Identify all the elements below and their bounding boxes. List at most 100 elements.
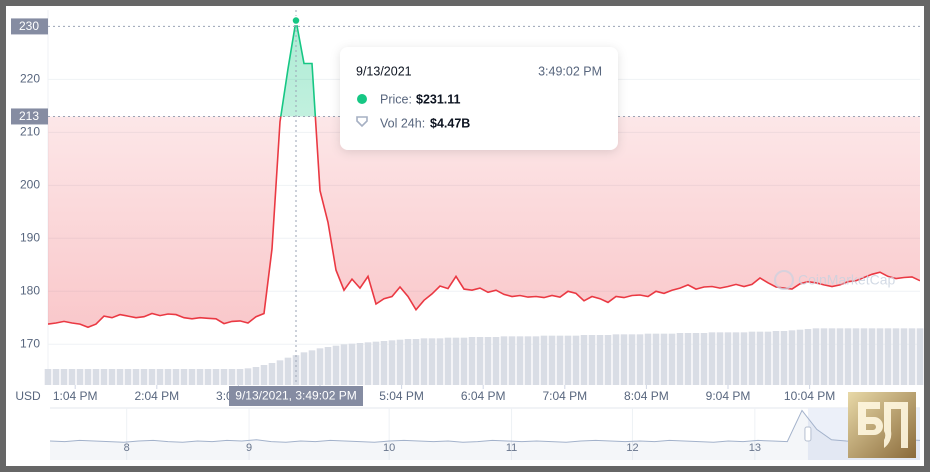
volume-bar	[684, 333, 692, 385]
navigator-tick-label: 10	[383, 442, 395, 454]
x-tick-label: 2:04 PM	[134, 389, 179, 403]
volume-bar	[540, 335, 548, 385]
volume-bar	[156, 369, 164, 385]
crosshair-x-box	[229, 386, 363, 406]
volume-bar	[220, 369, 228, 385]
volume-bar	[652, 333, 660, 385]
volume-bar	[92, 369, 100, 385]
volume-bar	[428, 338, 436, 385]
volume-bar	[676, 333, 684, 385]
volume-bar	[236, 369, 244, 385]
x-tick-label: 8:04 PM	[624, 389, 669, 403]
volume-bar	[492, 337, 500, 385]
x-tick-label: 5:04 PM	[379, 389, 424, 403]
volume-bar	[716, 332, 724, 385]
volume-bar	[276, 360, 284, 385]
tooltip-box	[340, 47, 618, 150]
volume-bar	[732, 332, 740, 385]
volume-bar	[108, 369, 116, 385]
tooltip-price: $231.11	[416, 92, 461, 106]
tooltip-time: 3:49:02 PM	[538, 64, 602, 78]
volume-bar	[100, 369, 108, 385]
navigator-area	[50, 410, 920, 460]
volume-bar	[252, 367, 260, 385]
volume-bar	[356, 343, 364, 385]
volume-bar	[140, 369, 148, 385]
watermark: CoinMarketCap	[798, 272, 895, 288]
volume-bar	[604, 335, 612, 385]
navigator-tick-label: 9	[246, 442, 252, 454]
volume-bar	[620, 334, 628, 385]
volume-bar	[476, 337, 484, 385]
volume-bar	[396, 339, 404, 385]
volume-bar	[268, 363, 276, 385]
volume-bar	[548, 335, 556, 385]
volume-bar	[76, 369, 84, 385]
volume-bar	[900, 328, 908, 385]
volume-bar	[196, 369, 204, 385]
volume-bar	[772, 331, 780, 385]
volume-bar	[308, 350, 316, 385]
volume-bar	[804, 329, 812, 385]
area-up	[280, 20, 316, 117]
navigator-tick-label: 11	[506, 442, 517, 454]
volume-bar	[564, 335, 572, 385]
volume-bar	[844, 328, 852, 385]
volume-bar	[372, 341, 380, 385]
volume-bar	[444, 337, 452, 385]
volume-bar	[260, 365, 268, 385]
navigator-line	[49, 409, 921, 443]
volume-bar	[148, 369, 156, 385]
volume-bar	[508, 336, 516, 385]
tooltip: 9/13/2021 3:49:02 PM Price: $231.11 Vol …	[340, 47, 618, 150]
volume-bar	[284, 357, 292, 385]
y-tick-label: 190	[20, 230, 40, 244]
volume-bar	[852, 328, 860, 385]
y-tick-label: 180	[20, 283, 40, 297]
volume-bar	[860, 328, 868, 385]
volume-bar	[820, 328, 828, 385]
y-tick-label: 170	[20, 336, 40, 350]
volume-bar	[612, 334, 620, 385]
volume-bar	[348, 343, 356, 385]
volume-bar	[668, 333, 676, 385]
volume-bar	[876, 328, 884, 385]
volume-bar	[68, 369, 76, 385]
volume-bar	[788, 330, 796, 385]
volume-bar	[556, 335, 564, 385]
volume-bar	[580, 335, 588, 385]
volume-bar	[316, 348, 324, 385]
x-tick-label: 10:04 PM	[784, 389, 835, 403]
volume-bar	[748, 331, 756, 385]
axis-label: USD	[15, 389, 41, 403]
tooltip-volume: $4.47B	[430, 116, 470, 130]
baseline-label: 213	[19, 109, 39, 123]
volume-bar	[468, 337, 476, 385]
y-tick-label: 200	[20, 177, 40, 191]
volume-bar	[436, 338, 444, 385]
volume-bar	[388, 340, 396, 385]
volume-bar	[204, 369, 212, 385]
tooltip-date: 9/13/2021	[356, 64, 412, 78]
volume-bar	[84, 369, 92, 385]
volume-bar	[412, 339, 420, 385]
volume-bar	[340, 344, 348, 385]
hover-point	[291, 15, 301, 26]
volume-bar	[660, 333, 668, 385]
x-tick-label: 1:04 PM	[53, 389, 98, 403]
volume-bar	[188, 369, 196, 385]
volume-bar	[836, 328, 844, 385]
volume-bar	[916, 328, 924, 385]
volume-bar	[172, 369, 180, 385]
volume-bar	[884, 328, 892, 385]
navigator-tick-label: 12	[626, 442, 638, 454]
crosshair-y-box	[11, 18, 48, 35]
volume-bar	[164, 369, 172, 385]
logo	[848, 392, 916, 458]
volume-bar	[532, 336, 540, 385]
tooltip-price-label: Price:	[380, 92, 412, 106]
y-tick-label: 220	[20, 72, 40, 86]
volume-bar	[332, 345, 340, 385]
volume-bar	[500, 336, 508, 385]
